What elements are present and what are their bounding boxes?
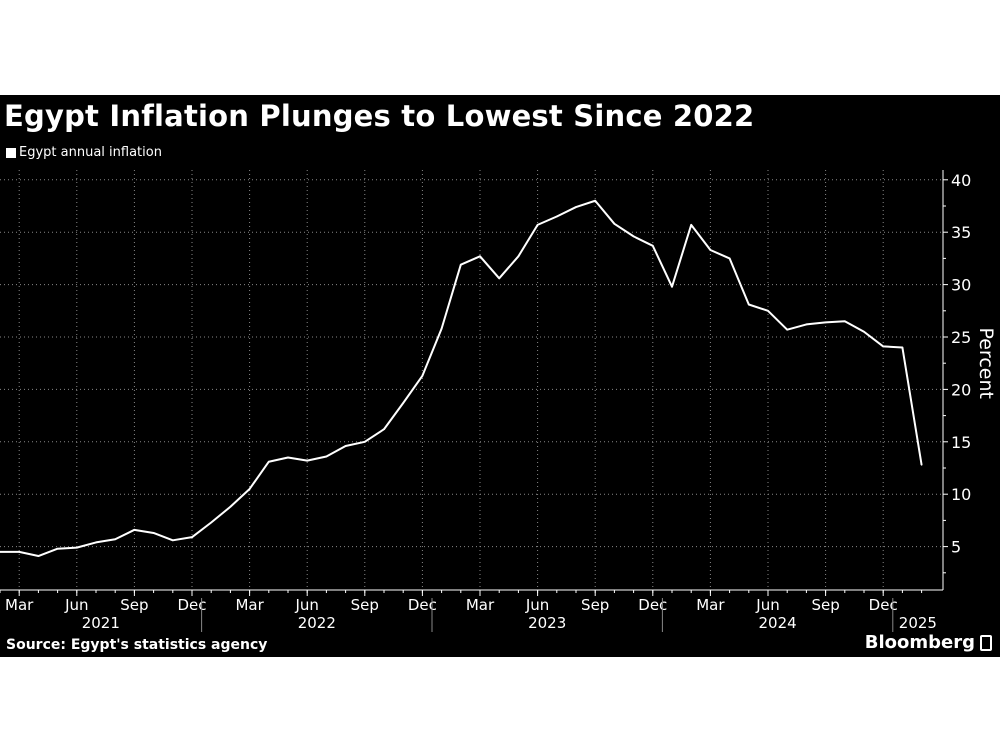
year-label: 2021 [82,614,120,632]
data-point [76,546,78,549]
data-point [287,456,289,459]
series-line [0,199,923,558]
data-point [383,428,385,431]
data-point [364,441,366,443]
data-point [690,224,692,226]
data-point [56,547,59,550]
data-point [844,320,846,323]
data-point [248,488,251,490]
x-tick-label: Dec [638,596,667,614]
data-point [920,464,923,466]
data-point [402,402,405,404]
data-point [0,551,1,553]
legend-swatch [6,147,16,158]
data-point [229,505,232,508]
data-point [498,277,501,280]
data-point [152,532,155,534]
data-point [632,235,635,238]
data-point [901,346,904,349]
data-point [594,199,596,202]
year-label: 2025 [899,614,937,632]
data-point [114,538,116,541]
x-tick-label: Dec [177,596,206,614]
y-axis-label: Percent [975,327,997,399]
data-point [767,310,769,312]
x-tick-label: Jun [294,596,318,614]
data-point [652,245,654,247]
legend-label: Egypt annual inflation [19,145,162,160]
y-tick-label: 35 [951,223,971,242]
y-tick-label: 25 [951,328,971,347]
data-point [575,206,577,208]
x-tick-label: Sep [120,596,148,614]
data-point [306,459,309,462]
data-point [460,263,462,266]
data-point [613,223,616,225]
brand-name: Bloomberg [864,632,975,653]
chart-panel: Egypt Inflation Plunges to Lowest Since … [0,95,1000,657]
x-tick-label: Mar [466,596,495,614]
data-point [344,445,347,447]
data-point [37,555,40,557]
x-tick-label: Mar [235,596,264,614]
data-point [805,323,808,326]
year-label: 2023 [528,614,566,632]
chart-title: Egypt Inflation Plunges to Lowest Since … [4,99,755,133]
data-point [882,345,884,348]
year-label: 2024 [759,614,797,632]
year-label: 2022 [298,614,336,632]
y-tick-label: 30 [951,276,971,295]
data-point [95,541,97,544]
x-tick-label: Sep [581,596,609,614]
legend: Egypt annual inflation [6,145,162,160]
y-tick-label: 5 [951,538,961,557]
data-point [748,303,750,306]
y-tick-label: 10 [951,485,971,504]
y-tick-label: 15 [951,433,971,452]
data-point [786,328,788,331]
data-point [421,374,424,377]
data-point [18,551,21,553]
brand-logo: Bloomberg [865,632,992,653]
data-point [325,455,328,458]
data-point [824,321,827,324]
data-point [133,529,136,531]
data-point [863,330,865,333]
x-tick-label: Mar [5,596,34,614]
data-point [709,249,712,251]
x-tick-label: Sep [351,596,379,614]
x-tick-label: Mar [696,596,725,614]
data-point [479,255,481,258]
data-point [191,536,193,538]
y-tick-label: 20 [951,380,971,399]
data-point [536,224,539,226]
x-tick-label: Jun [755,596,779,614]
y-tick-label: 40 [951,171,971,190]
data-point [268,460,270,463]
data-point [440,327,443,330]
source-note: Source: Egypt's statistics agency [6,637,268,653]
data-point [172,539,174,542]
data-point [671,285,673,288]
data-point [556,215,558,218]
x-tick-label: Jun [525,596,549,614]
data-point [728,257,731,260]
data-point [210,521,212,524]
x-tick-label: Sep [811,596,839,614]
x-tick-label: Dec [869,596,898,614]
bloomberg-icon [980,634,992,651]
data-point [517,255,520,258]
x-tick-label: Dec [408,596,437,614]
x-tick-label: Jun [64,596,88,614]
